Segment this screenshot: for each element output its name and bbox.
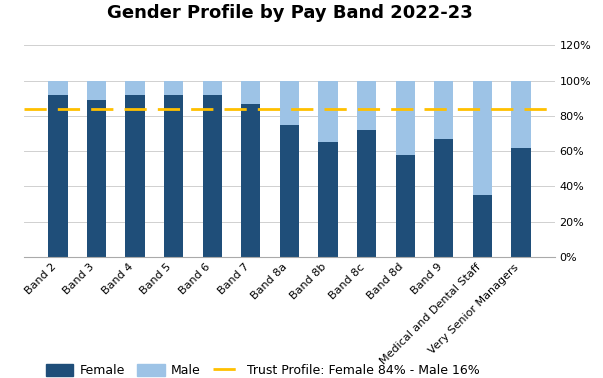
Bar <box>125 95 145 257</box>
Bar <box>396 155 415 257</box>
Bar <box>164 95 183 257</box>
Bar <box>48 81 68 95</box>
Bar <box>164 81 183 95</box>
Bar <box>280 81 299 125</box>
Bar <box>318 81 338 143</box>
Bar <box>511 81 531 148</box>
Bar <box>280 125 299 257</box>
Bar <box>87 81 106 100</box>
Bar <box>473 81 492 195</box>
Bar <box>241 81 260 104</box>
Bar <box>203 81 222 95</box>
Bar <box>241 104 260 257</box>
Bar <box>511 148 531 257</box>
Bar <box>473 195 492 257</box>
Bar <box>48 95 68 257</box>
Bar <box>125 81 145 95</box>
Bar <box>434 81 453 139</box>
Bar <box>318 143 338 257</box>
Legend: Female, Male, Trust Profile: Female 84% - Male 16%: Female, Male, Trust Profile: Female 84% … <box>41 359 485 378</box>
Bar <box>396 81 415 155</box>
Bar <box>203 95 222 257</box>
Bar <box>87 100 106 257</box>
Bar <box>357 81 376 130</box>
Bar <box>434 139 453 257</box>
Title: Gender Profile by Pay Band 2022-23: Gender Profile by Pay Band 2022-23 <box>107 3 472 22</box>
Bar <box>357 130 376 257</box>
